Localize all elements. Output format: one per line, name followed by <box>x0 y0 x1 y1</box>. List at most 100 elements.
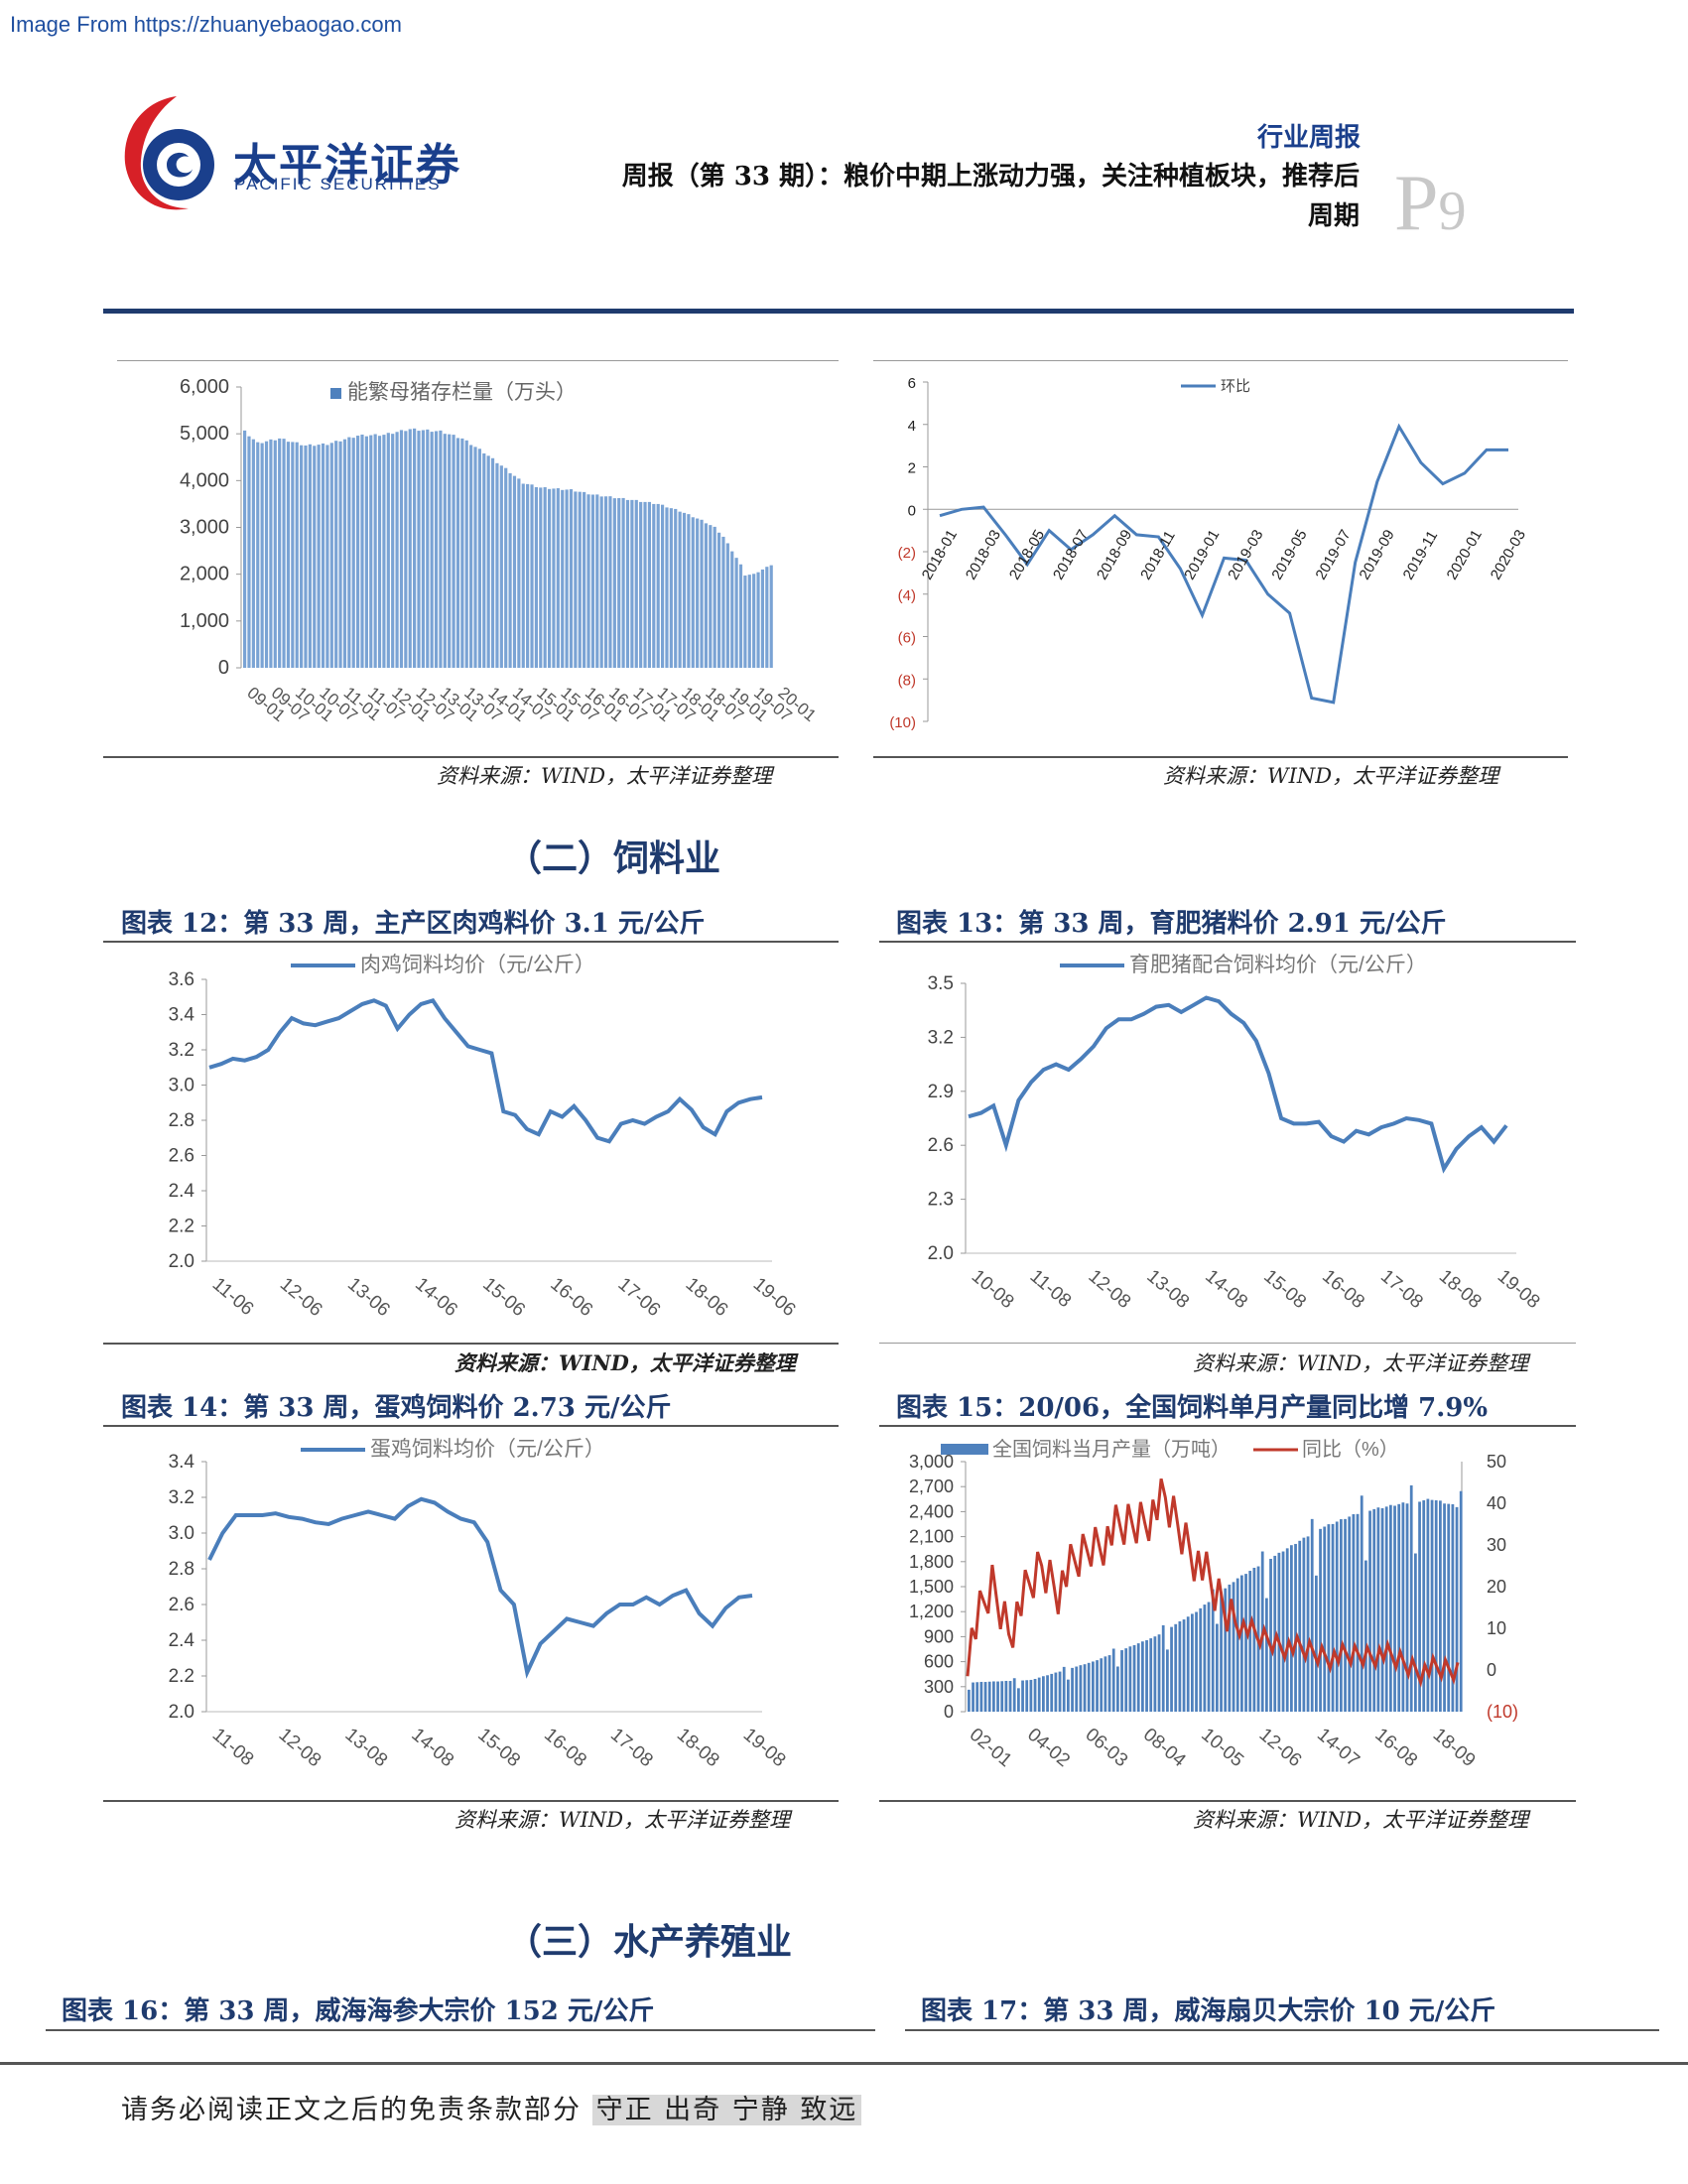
output-bar <box>1244 1574 1247 1712</box>
y-tick-label: 600 <box>924 1652 954 1672</box>
layer-feed-chart: 2.0 2.2 2.4 2.6 2.8 3.0 3.2 3.4 蛋鸡饲料均价（元/公斤） 11-0… <box>169 1438 790 1771</box>
sow-bar <box>713 526 716 668</box>
legend-label: 肉鸡饲料均价（元/公斤） <box>360 954 595 976</box>
output-bar <box>1455 1506 1459 1712</box>
y2-tick-label: (10) <box>1487 1702 1518 1722</box>
y-tick-label: 3,000 <box>909 1452 954 1472</box>
mom-series-line <box>939 423 1508 705</box>
x-tick-label: 14-07 <box>1313 1725 1363 1771</box>
sow-bar <box>543 487 547 668</box>
sow-bar <box>508 472 512 668</box>
y-tick-label: 300 <box>924 1677 954 1697</box>
y-tick-label: 0 <box>908 502 916 519</box>
sow-bar <box>517 478 521 668</box>
sow-bar <box>443 434 447 668</box>
output-bar <box>1211 1589 1215 1712</box>
source-banner[interactable]: Image From https://zhuanyebaogao.com <box>10 12 402 37</box>
x-tick-label: 15-06 <box>478 1274 529 1321</box>
figure-14-rule <box>103 1425 839 1427</box>
output-bar <box>996 1681 999 1712</box>
y-tick-label: (10) <box>889 714 916 731</box>
sow-bar <box>413 428 417 668</box>
x-tick-label: 2018-01 <box>919 527 961 582</box>
sow-bar <box>304 445 308 668</box>
sow-bar <box>342 439 347 668</box>
sow-bar <box>430 432 434 668</box>
output-bar <box>1037 1677 1041 1712</box>
sow-bar <box>634 499 638 668</box>
y-tick-label: 900 <box>924 1626 954 1646</box>
y-tick-label: 1,800 <box>909 1552 954 1572</box>
x-tick-label: 13-08 <box>341 1725 392 1771</box>
sow-bar <box>373 434 377 668</box>
output-bar <box>1058 1671 1062 1712</box>
output-bar <box>1012 1678 1016 1712</box>
y-tick-label: 6,000 <box>180 376 229 398</box>
output-bar <box>1050 1673 1054 1712</box>
output-bar <box>1195 1611 1198 1712</box>
sow-bar <box>439 430 443 668</box>
output-bar <box>992 1681 995 1712</box>
x-tick-label: 12-06 <box>276 1274 326 1321</box>
chart-top-right-bottom-rule <box>873 756 1568 758</box>
output-bar <box>1104 1656 1107 1712</box>
y-tick-label: 2.2 <box>169 1666 195 1687</box>
output-bar <box>1008 1681 1012 1712</box>
sow-bar <box>404 431 408 668</box>
sow-bar <box>417 431 421 668</box>
x-tick-label: 2018-03 <box>963 527 1004 582</box>
y-tick-label: 3.2 <box>928 1027 954 1048</box>
x-tick-label: 08-04 <box>1139 1725 1190 1772</box>
sow-bar <box>486 455 490 668</box>
output-bar <box>1397 1503 1401 1712</box>
sow-bar <box>473 447 477 668</box>
source-note: 资料来源：WIND，太平洋证券整理 <box>437 764 773 788</box>
y-tick-label: 3.0 <box>169 1523 195 1544</box>
figure-13-title: 图表 13：第 33 周，育肥猪料价 2.91 元/公斤 <box>896 909 1447 939</box>
header-rule <box>103 309 1574 314</box>
y-tick-label: (8) <box>898 672 916 689</box>
sow-bar <box>738 564 743 668</box>
legend-label: 同比（%） <box>1302 1438 1399 1461</box>
output-bar <box>1434 1500 1438 1712</box>
sow-bar <box>382 435 386 668</box>
y-tick-label: 0 <box>944 1702 954 1722</box>
output-bar <box>1384 1506 1388 1712</box>
output-bar <box>1062 1666 1066 1712</box>
series-line <box>207 1496 753 1679</box>
x-tick-label: 12-08 <box>275 1725 325 1771</box>
sow-bar <box>583 491 586 668</box>
footer-rule <box>0 2062 1688 2065</box>
output-bar <box>1067 1679 1070 1712</box>
output-bar <box>1335 1521 1339 1712</box>
sow-bar <box>691 517 695 668</box>
sow-bar <box>561 489 565 668</box>
sow-bar <box>752 574 756 668</box>
output-bar <box>1120 1650 1123 1712</box>
y-tick-label: 2.0 <box>928 1243 954 1264</box>
output-bar <box>1186 1616 1190 1712</box>
output-bar <box>1128 1646 1132 1712</box>
x-tick-label: 14-06 <box>411 1274 461 1321</box>
output-bar <box>1405 1503 1409 1712</box>
sow-bar <box>360 434 364 668</box>
source-note: 资料来源：WIND，太平洋证券整理 <box>454 1350 796 1375</box>
sow-bar <box>386 433 390 668</box>
sow-bar <box>769 565 773 668</box>
x-tick-label: 2020-01 <box>1444 527 1486 582</box>
output-bar <box>1401 1502 1405 1712</box>
sow-bar <box>243 430 247 668</box>
y-tick-label: 2.0 <box>169 1251 195 1272</box>
x-tick-label: 11-08 <box>208 1725 258 1770</box>
output-bar <box>983 1682 987 1712</box>
sow-bar <box>477 449 481 668</box>
figure-14-bottom-rule <box>103 1800 839 1802</box>
output-bar <box>1025 1680 1029 1712</box>
output-bar <box>1315 1575 1318 1712</box>
sow-bar <box>329 443 333 668</box>
sow-bar <box>643 501 647 668</box>
sow-bar <box>595 494 599 668</box>
output-bar <box>1000 1681 1004 1712</box>
source-note: 资料来源：WIND，太平洋证券整理 <box>1163 764 1499 788</box>
sow-bar <box>291 442 295 668</box>
